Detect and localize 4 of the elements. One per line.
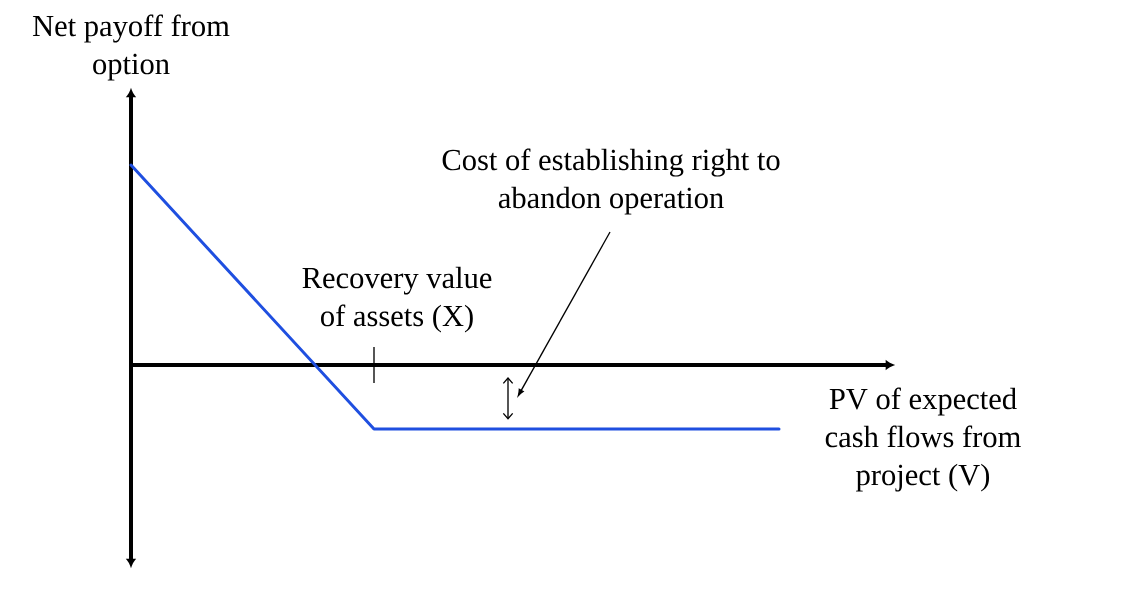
y-axis-title: Net payoff from option: [32, 14, 230, 81]
annotation: Recovery value of assets (X): [302, 266, 492, 333]
annotation: Cost of establishing right to abandon operation: [442, 148, 780, 215]
x-axis-title: PV of expected cash flows from project (V): [825, 387, 1021, 492]
